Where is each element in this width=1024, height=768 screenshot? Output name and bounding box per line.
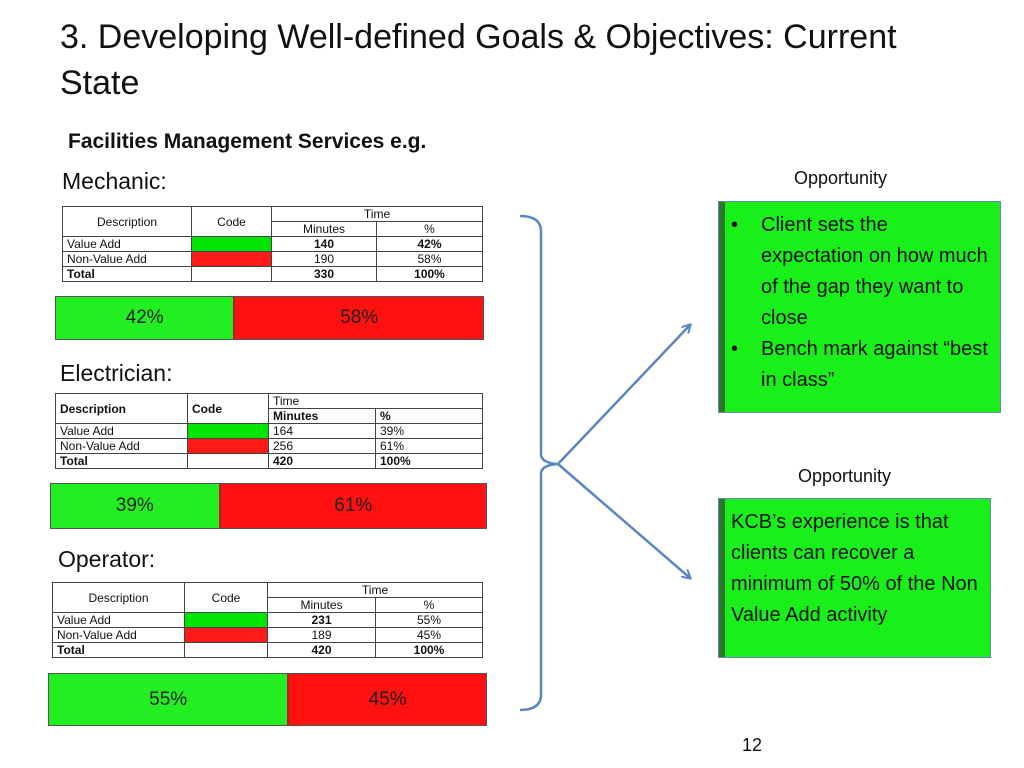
value-add-segment: 39%: [51, 484, 221, 528]
header-time: Time: [267, 393, 484, 409]
section-label-electrician: Electrician:: [60, 360, 173, 386]
mechanic-split-bar: 42% 58%: [55, 296, 484, 340]
electrician-split-bar: 39% 61%: [50, 483, 487, 529]
section-label-mechanic: Mechanic:: [62, 168, 167, 194]
table-row: Non-Value Add 189 45%: [52, 627, 484, 643]
right-brace: [519, 214, 559, 712]
mechanic-time-table: Description Code Time Minutes % Value Ad…: [62, 206, 484, 282]
table-row: Total 420 100%: [55, 453, 484, 469]
table-row: Total 420 100%: [52, 642, 484, 658]
value-add-code-swatch: [187, 423, 269, 439]
table-row: Total 330 100%: [62, 266, 484, 282]
operator-time-table: Description Code Time Minutes % Value Ad…: [52, 582, 484, 658]
slide-title: 3. Developing Well-defined Goals & Objec…: [60, 18, 897, 102]
operator-split-bar: 55% 45%: [48, 673, 487, 726]
value-add-segment: 55%: [49, 674, 290, 725]
header-code: Code: [187, 393, 269, 424]
opportunity-box-1: Client sets the expectation on how much …: [718, 201, 1001, 413]
non-value-add-segment: 45%: [289, 674, 486, 725]
list-item: Client sets the expectation on how much …: [731, 210, 994, 334]
subtitle: Facilities Management Services e.g.: [68, 130, 427, 153]
opportunity-box-2: KCB’s experience is that clients can rec…: [718, 498, 991, 658]
value-add-segment: 42%: [56, 297, 236, 339]
table-row: Non-Value Add 190 58%: [62, 251, 484, 267]
arrow-to-opportunity-1: [557, 325, 690, 465]
opportunity-text: KCB’s experience is that clients can rec…: [731, 511, 978, 626]
electrician-time-table: Description Code Time Minutes % Value Ad…: [55, 393, 484, 469]
arrow-to-opportunity-2: [557, 463, 690, 578]
opportunity-bullets: Client sets the expectation on how much …: [719, 210, 994, 396]
page-number: 12: [742, 735, 763, 755]
opportunity-label: Opportunity: [794, 168, 888, 188]
non-value-add-segment: 58%: [235, 297, 483, 339]
non-value-add-segment: 61%: [220, 484, 486, 528]
opportunity-label: Opportunity: [798, 466, 892, 486]
section-label-operator: Operator:: [58, 546, 156, 572]
value-add-code-swatch: [191, 236, 272, 252]
table-row: Value Add 231 55%: [52, 612, 484, 628]
table-row: Value Add 140 42%: [62, 236, 484, 252]
list-item: Bench mark against “best in class”: [731, 334, 994, 396]
header-code: Code: [184, 582, 268, 613]
header-minutes: Minutes: [271, 221, 377, 237]
